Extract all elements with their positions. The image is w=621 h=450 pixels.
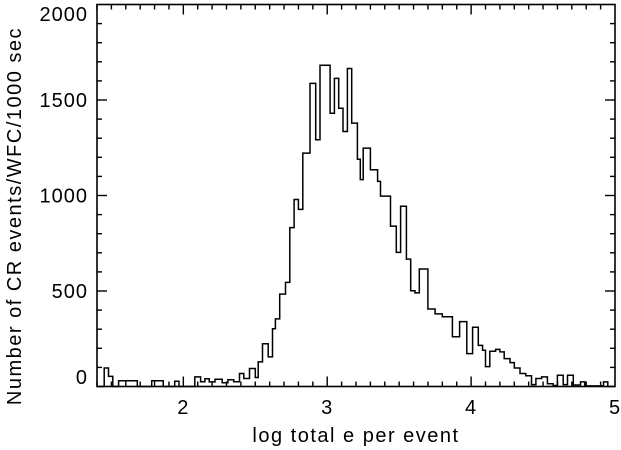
y-tick-label: 0 xyxy=(76,367,88,389)
x-tick-label: 3 xyxy=(321,397,333,419)
x-axis-tick-labels: 2 3 4 5 xyxy=(177,397,621,419)
x-axis-label: log total e per event xyxy=(252,425,459,447)
histogram-line xyxy=(97,64,615,388)
y-tick-label: 2000 xyxy=(40,4,89,26)
y-axis-label: Number of CR events/WFC/1000 sec xyxy=(4,27,26,405)
x-tick-label: 4 xyxy=(465,397,477,419)
y-tick-label: 1000 xyxy=(40,186,89,208)
x-tick-label: 5 xyxy=(609,397,621,419)
x-tick-label: 2 xyxy=(177,397,189,419)
x-axis-ticks xyxy=(96,4,602,387)
y-tick-label: 1500 xyxy=(40,90,89,112)
y-axis-ticks xyxy=(97,22,615,369)
y-axis-tick-labels: 0 500 1000 1500 2000 xyxy=(40,4,89,389)
plot-frame xyxy=(96,3,616,388)
y-tick-label: 500 xyxy=(52,281,88,303)
histogram-series xyxy=(97,64,615,388)
